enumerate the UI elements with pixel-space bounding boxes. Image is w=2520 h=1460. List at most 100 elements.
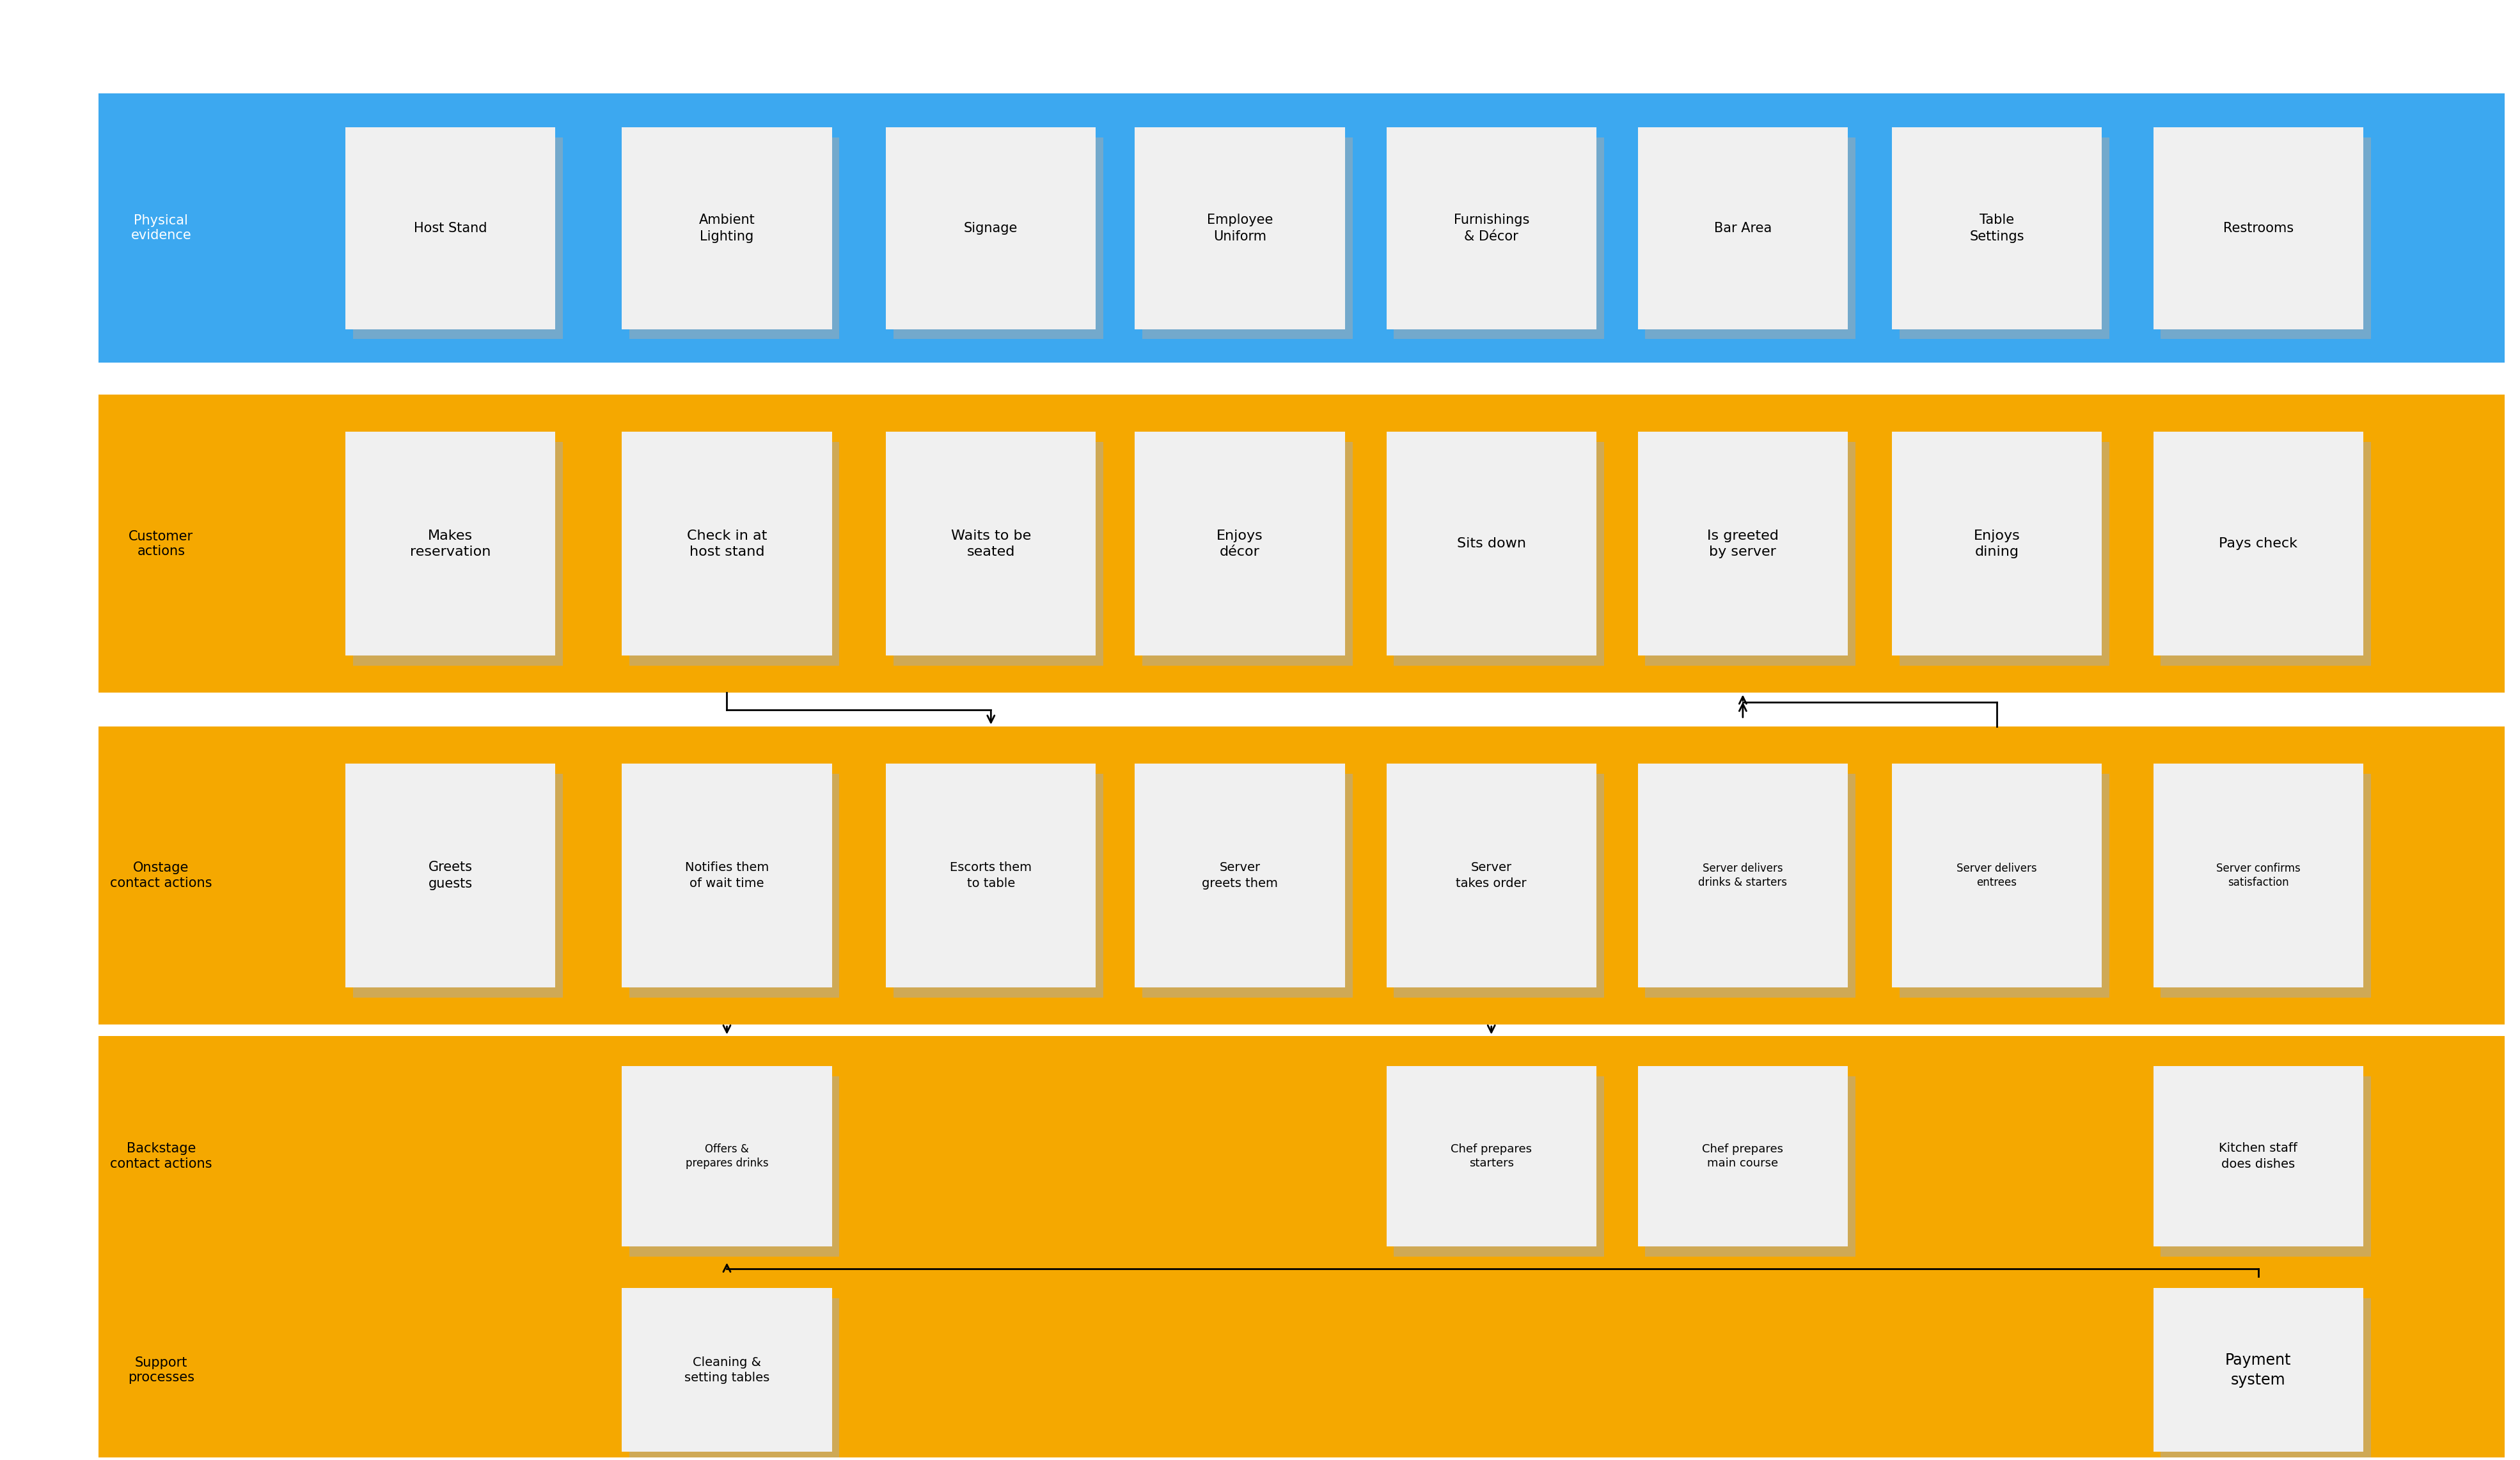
FancyBboxPatch shape <box>1142 774 1353 997</box>
Text: Enjoys
décor: Enjoys décor <box>1217 529 1263 558</box>
FancyBboxPatch shape <box>630 442 839 666</box>
FancyBboxPatch shape <box>345 764 554 987</box>
FancyBboxPatch shape <box>2152 764 2364 987</box>
FancyBboxPatch shape <box>1893 432 2102 656</box>
Text: Chef prepares
main course: Chef prepares main course <box>1701 1143 1784 1169</box>
Text: Kitchen staff
does dishes: Kitchen staff does dishes <box>2220 1142 2298 1169</box>
Text: Notifies them
of wait time: Notifies them of wait time <box>685 861 769 889</box>
Text: Backstage
contact actions: Backstage contact actions <box>111 1142 212 1169</box>
FancyBboxPatch shape <box>1646 774 1855 997</box>
Text: Check in at
host stand: Check in at host stand <box>688 529 766 558</box>
FancyBboxPatch shape <box>1142 137 1353 339</box>
Text: Physical
evidence: Physical evidence <box>131 215 192 242</box>
Text: Offers &
prepares drinks: Offers & prepares drinks <box>685 1143 769 1169</box>
FancyBboxPatch shape <box>1900 137 2109 339</box>
FancyBboxPatch shape <box>2152 1066 2364 1247</box>
FancyBboxPatch shape <box>345 432 554 656</box>
FancyBboxPatch shape <box>1646 1076 1855 1257</box>
FancyBboxPatch shape <box>98 394 2505 693</box>
FancyBboxPatch shape <box>895 442 1104 666</box>
FancyBboxPatch shape <box>887 432 1096 656</box>
FancyBboxPatch shape <box>622 432 832 656</box>
FancyBboxPatch shape <box>887 127 1096 328</box>
Text: Payment
system: Payment system <box>2225 1352 2291 1387</box>
Text: Enjoys
dining: Enjoys dining <box>1973 529 2021 558</box>
Text: Chef prepares
starters: Chef prepares starters <box>1452 1143 1532 1169</box>
FancyBboxPatch shape <box>1394 442 1603 666</box>
FancyBboxPatch shape <box>622 1066 832 1247</box>
FancyBboxPatch shape <box>1638 1066 1847 1247</box>
FancyBboxPatch shape <box>353 442 562 666</box>
FancyBboxPatch shape <box>1386 127 1595 328</box>
FancyBboxPatch shape <box>353 774 562 997</box>
Text: Onstage
contact actions: Onstage contact actions <box>111 861 212 889</box>
FancyBboxPatch shape <box>98 1037 2505 1276</box>
FancyBboxPatch shape <box>1134 764 1346 987</box>
FancyBboxPatch shape <box>2160 442 2371 666</box>
Text: Signage: Signage <box>965 222 1018 235</box>
FancyBboxPatch shape <box>1893 764 2102 987</box>
FancyBboxPatch shape <box>345 127 554 328</box>
FancyBboxPatch shape <box>630 1298 839 1460</box>
FancyBboxPatch shape <box>1394 137 1603 339</box>
FancyBboxPatch shape <box>1638 764 1847 987</box>
FancyBboxPatch shape <box>1638 127 1847 328</box>
FancyBboxPatch shape <box>1142 442 1353 666</box>
Text: Is greeted
by server: Is greeted by server <box>1706 529 1779 558</box>
FancyBboxPatch shape <box>895 137 1104 339</box>
FancyBboxPatch shape <box>2152 127 2364 328</box>
FancyBboxPatch shape <box>1646 442 1855 666</box>
Text: Server confirms
satisfaction: Server confirms satisfaction <box>2215 863 2301 889</box>
Text: Makes
reservation: Makes reservation <box>411 529 491 558</box>
Text: Server delivers
drinks & starters: Server delivers drinks & starters <box>1698 863 1787 889</box>
FancyBboxPatch shape <box>1386 764 1595 987</box>
FancyBboxPatch shape <box>98 727 2505 1025</box>
FancyBboxPatch shape <box>1900 774 2109 997</box>
Text: Table
Settings: Table Settings <box>1971 213 2024 242</box>
FancyBboxPatch shape <box>1900 442 2109 666</box>
Text: Host Stand: Host Stand <box>413 222 486 235</box>
Text: Cleaning &
setting tables: Cleaning & setting tables <box>685 1356 769 1384</box>
FancyBboxPatch shape <box>887 764 1096 987</box>
FancyBboxPatch shape <box>2160 1076 2371 1257</box>
Text: Sits down: Sits down <box>1457 537 1527 550</box>
FancyBboxPatch shape <box>2160 1298 2371 1460</box>
FancyBboxPatch shape <box>630 1076 839 1257</box>
Text: Waits to be
seated: Waits to be seated <box>950 529 1031 558</box>
Text: Ambient
Lighting: Ambient Lighting <box>698 213 756 242</box>
FancyBboxPatch shape <box>1386 1066 1595 1247</box>
FancyBboxPatch shape <box>2160 137 2371 339</box>
Text: Pays check: Pays check <box>2220 537 2298 550</box>
Text: Restrooms: Restrooms <box>2223 222 2293 235</box>
FancyBboxPatch shape <box>622 1288 832 1451</box>
FancyBboxPatch shape <box>1134 127 1346 328</box>
FancyBboxPatch shape <box>1386 432 1595 656</box>
FancyBboxPatch shape <box>2152 432 2364 656</box>
FancyBboxPatch shape <box>622 764 832 987</box>
FancyBboxPatch shape <box>630 774 839 997</box>
FancyBboxPatch shape <box>1394 774 1603 997</box>
FancyBboxPatch shape <box>622 127 832 328</box>
FancyBboxPatch shape <box>98 1261 2505 1460</box>
Text: Support
processes: Support processes <box>129 1356 194 1384</box>
Text: Employee
Uniform: Employee Uniform <box>1207 213 1273 242</box>
FancyBboxPatch shape <box>98 93 2505 362</box>
FancyBboxPatch shape <box>1646 137 1855 339</box>
Text: Server delivers
entrees: Server delivers entrees <box>1956 863 2036 889</box>
FancyBboxPatch shape <box>1134 432 1346 656</box>
FancyBboxPatch shape <box>2152 1288 2364 1451</box>
FancyBboxPatch shape <box>2160 774 2371 997</box>
FancyBboxPatch shape <box>895 774 1104 997</box>
Text: Bar Area: Bar Area <box>1714 222 1772 235</box>
FancyBboxPatch shape <box>1394 1076 1603 1257</box>
FancyBboxPatch shape <box>1893 127 2102 328</box>
FancyBboxPatch shape <box>353 137 562 339</box>
Text: Furnishings
& Décor: Furnishings & Décor <box>1454 213 1530 242</box>
Text: Customer
actions: Customer actions <box>129 530 194 558</box>
Text: Escorts them
to table: Escorts them to table <box>950 861 1031 889</box>
Text: Greets
guests: Greets guests <box>428 861 471 891</box>
Text: Server
greets them: Server greets them <box>1202 861 1278 889</box>
FancyBboxPatch shape <box>630 137 839 339</box>
Text: Server
takes order: Server takes order <box>1457 861 1527 889</box>
FancyBboxPatch shape <box>1638 432 1847 656</box>
